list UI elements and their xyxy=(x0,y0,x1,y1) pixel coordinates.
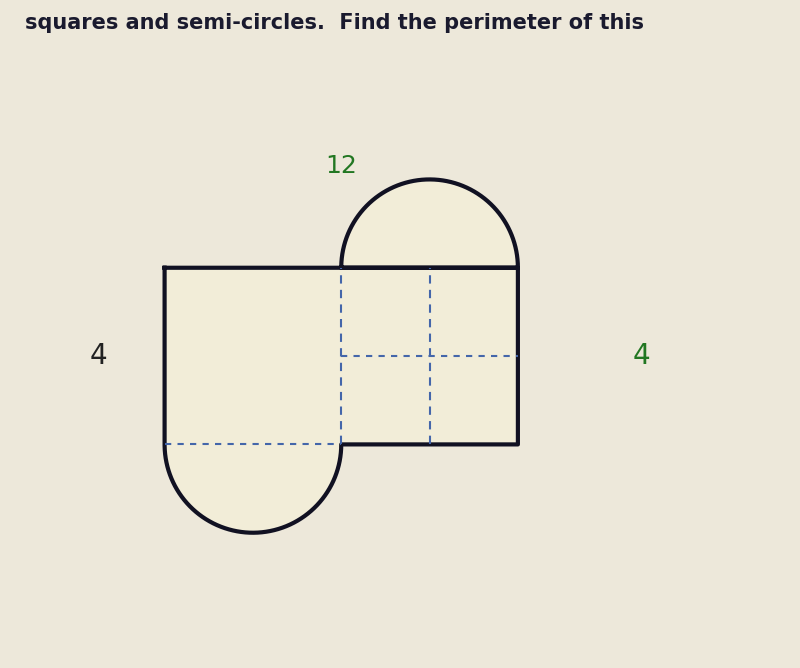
Bar xyxy=(165,268,518,444)
Text: 4: 4 xyxy=(90,342,107,370)
Text: 4: 4 xyxy=(633,342,650,370)
Text: squares and semi-circles.  Find the perimeter of this: squares and semi-circles. Find the perim… xyxy=(25,13,644,33)
Polygon shape xyxy=(342,180,518,268)
Text: 12: 12 xyxy=(326,154,357,178)
Polygon shape xyxy=(165,444,342,533)
